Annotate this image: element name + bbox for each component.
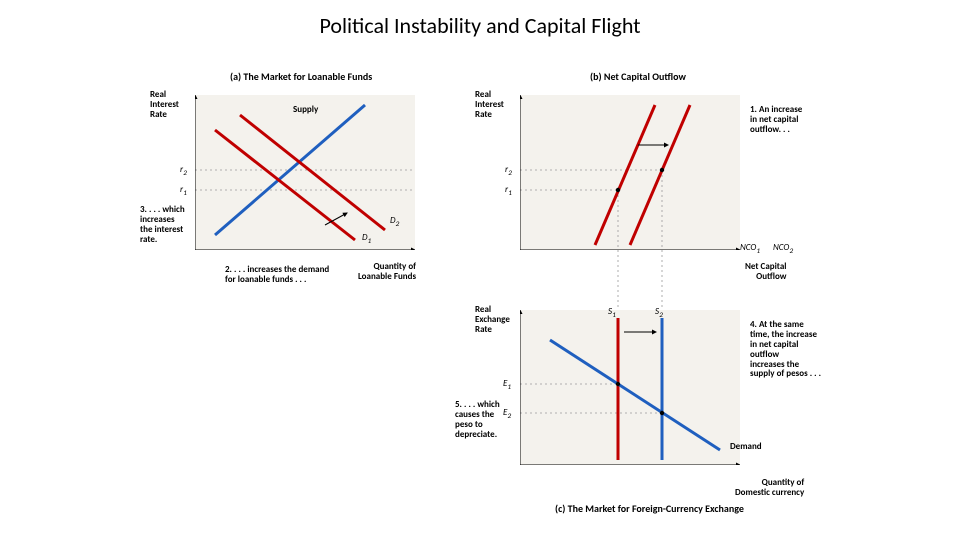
annotation-5: 5. . . . which causes the peso to deprec… xyxy=(455,400,500,440)
annotation-4: 4. At the same time, the increase in net… xyxy=(750,320,821,379)
panel-c-xlabel: Quantity of Domestic currency xyxy=(735,478,804,498)
panel-c-title: (c) The Market for Foreign-Currency Exch… xyxy=(555,502,744,515)
panel-a-chart xyxy=(195,95,415,250)
panel-b-title: (b) Net Capital Outflow xyxy=(590,70,686,83)
panel-a-supply-label: Supply xyxy=(293,105,318,115)
panel-a-xlabel: Quantity of Loanable Funds xyxy=(358,262,416,282)
annotation-3: 3. . . . which increases the interest ra… xyxy=(140,205,185,245)
panel-a-d1-label: D1 xyxy=(362,232,371,246)
panel-a-d2-label: D2 xyxy=(390,215,399,229)
connector-b-to-c xyxy=(520,250,740,310)
panel-b-nco2-label: NCO2 xyxy=(773,242,793,256)
panel-b-nco1-label: NCO1 xyxy=(740,242,760,256)
panel-a-r2-label: r2 xyxy=(180,164,187,178)
panel-b-xlabel: Net Capital Outflow xyxy=(745,262,786,282)
page-title: Political Instability and Capital Flight xyxy=(0,12,960,39)
panel-b-r2-label: r2 xyxy=(505,164,512,178)
panel-b-r1-label: r1 xyxy=(505,184,512,198)
annotation-2: 2. . . . increases the demand for loanab… xyxy=(225,265,329,285)
panel-c-chart xyxy=(520,310,740,465)
panel-c-ylabel: Real Exchange Rate xyxy=(475,305,510,335)
panel-c-demand-label: Demand xyxy=(730,442,762,452)
annotation-1: 1. An increase in net capital outflow. .… xyxy=(750,105,802,135)
panel-c-e2-label: E2 xyxy=(503,407,511,421)
panel-a-ylabel: Real Interest Rate xyxy=(150,90,179,120)
panel-a-r1-label: r1 xyxy=(180,184,187,198)
panel-a-title: (a) The Market for Loanable Funds xyxy=(230,70,372,83)
panel-b-ylabel: Real Interest Rate xyxy=(475,90,504,120)
panel-b-chart xyxy=(520,95,740,250)
panel-c-s1-label: S1 xyxy=(608,306,616,320)
panel-c-e1-label: E1 xyxy=(503,378,511,392)
panel-c-s2-label: S2 xyxy=(655,306,663,320)
